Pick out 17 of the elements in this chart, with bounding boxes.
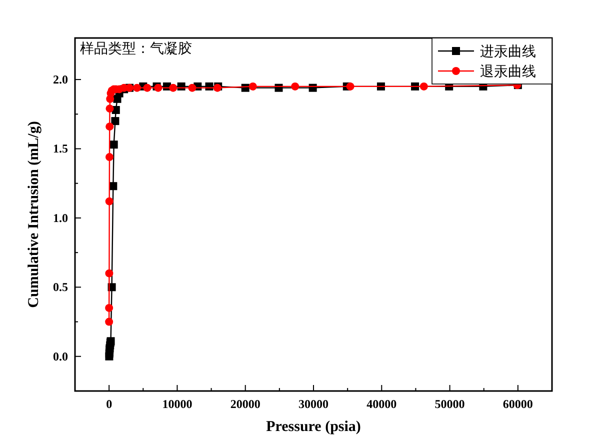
y-tick-label: 0.0 bbox=[53, 349, 68, 364]
x-tick-label: 20000 bbox=[230, 397, 260, 411]
y-tick-label: 2.0 bbox=[53, 72, 68, 87]
x-tick-label: 0 bbox=[106, 397, 112, 411]
x-tick-label: 10000 bbox=[162, 397, 192, 411]
annotation: 样品类型：气凝胶 bbox=[80, 41, 192, 57]
x-tick-label: 60000 bbox=[502, 397, 533, 411]
x-axis-title: Pressure (psia) bbox=[266, 419, 361, 435]
y-tick-label: 1.0 bbox=[53, 210, 68, 225]
y-tick-label: 1.5 bbox=[53, 142, 68, 156]
legend-label: 进汞曲线 bbox=[480, 44, 536, 60]
x-tick-label: 50000 bbox=[434, 397, 465, 411]
x-tick-label: 40000 bbox=[366, 397, 397, 411]
y-tick-label: 0.5 bbox=[53, 280, 68, 294]
legend-label: 退汞曲线 bbox=[480, 64, 536, 80]
x-tick-label: 30000 bbox=[298, 397, 328, 411]
y-axis-title: Cumulative Intrusion (mL/g) bbox=[26, 121, 42, 308]
